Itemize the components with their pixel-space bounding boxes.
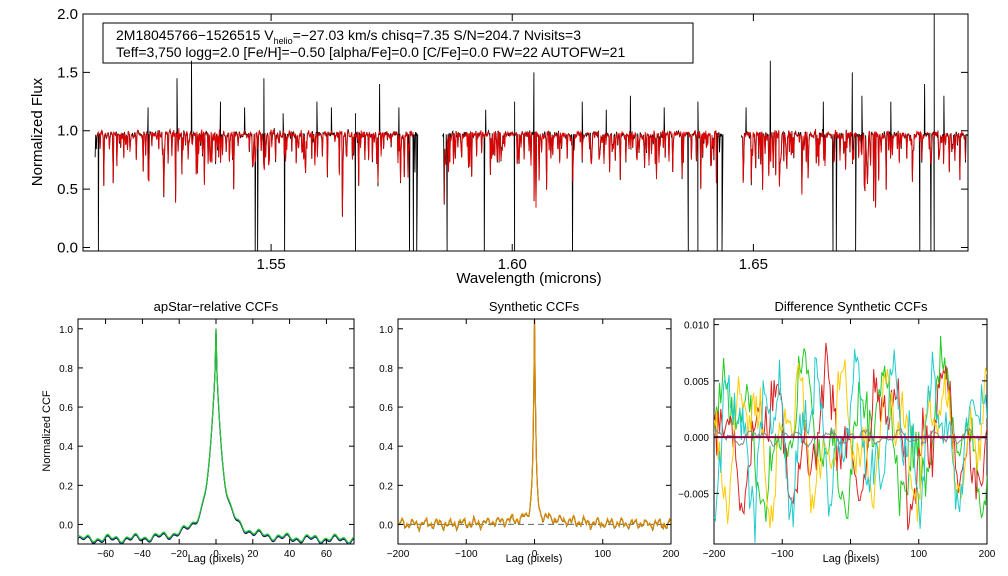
y-tick-label: 2.0 bbox=[57, 6, 78, 23]
apstar-ccf-visit-2 bbox=[78, 328, 354, 544]
difference-ccf-lines bbox=[714, 335, 987, 543]
axis-ticks-panel-1: −60 −40 −20 0 20 40 60 0.0 0.2 0.4 0.6 0.8 1.0 bbox=[59, 319, 354, 560]
y-tick-label: 0.2 bbox=[59, 481, 73, 492]
spectrum-xlabel: Wavelength (microns) bbox=[456, 270, 601, 287]
x-tick-label: 100 bbox=[594, 549, 611, 560]
x-tick-label: 20 bbox=[247, 549, 259, 560]
y-tick-label: 0.0 bbox=[59, 520, 73, 531]
x-tick-label: 60 bbox=[321, 549, 333, 560]
y-tick-label: −0.005 bbox=[678, 489, 709, 500]
y-tick-label: 0.6 bbox=[379, 403, 393, 414]
y-tick-label: 0.5 bbox=[57, 181, 78, 198]
x-tick-label: 200 bbox=[663, 549, 680, 560]
apstar-ccf-xlabel: Lag (pixels) bbox=[188, 553, 245, 565]
x-tick-label: 1.55 bbox=[256, 256, 285, 273]
spectrum-model-chip-0 bbox=[96, 128, 414, 216]
y-tick-label: 0.000 bbox=[684, 433, 709, 444]
apstar-ccf-ylabel: Normalized CCF bbox=[41, 390, 53, 472]
axis-ticks-panel-2: −200 −100 0 100 200 0.0 0.2 0.4 0.6 0.8 1.0 bbox=[379, 319, 680, 560]
x-tick-label: −100 bbox=[455, 549, 478, 560]
y-tick-label: 1.0 bbox=[57, 123, 78, 140]
y-tick-label: 1.0 bbox=[379, 325, 393, 336]
x-tick-label: 200 bbox=[979, 549, 996, 560]
x-tick-label: −100 bbox=[771, 549, 794, 560]
spectrum-panel: 2M18045766−1526515 Vhelio=−27.03 km/s ch… bbox=[29, 13, 969, 287]
apstar-ccf-lines bbox=[78, 328, 354, 544]
x-tick-label: −200 bbox=[703, 549, 726, 560]
y-tick-label: 0.010 bbox=[684, 321, 709, 332]
difference-ccf-title: Difference Synthetic CCFs bbox=[775, 299, 928, 314]
y-tick-label: 0.8 bbox=[379, 364, 393, 375]
x-tick-label: 1.60 bbox=[498, 256, 527, 273]
difference-ccf-diff-1 bbox=[714, 335, 987, 522]
apstar-ccf-visit-3 bbox=[78, 328, 354, 544]
spectrum-ylabel: Normalized Flux bbox=[29, 77, 46, 186]
axis-ticks-panel-3: −200 −100 0 100 200 −0.005 0.000 0.005 0.010 bbox=[678, 319, 996, 560]
y-tick-label: 0.0 bbox=[57, 239, 78, 256]
y-tick-label: 1.5 bbox=[57, 64, 78, 81]
y-tick-label: 0.2 bbox=[379, 481, 393, 492]
apstar-ccf-visit-1 bbox=[78, 328, 354, 544]
difference-ccf-xlabel: Lag (pixels) bbox=[823, 553, 880, 565]
spectrum-lines bbox=[94, 14, 968, 251]
x-tick-label: −200 bbox=[387, 549, 410, 560]
axis-ticks-panel-0: 1.55 1.60 1.65 0.0 0.5 1.0 1.5 2.0 bbox=[57, 6, 968, 273]
x-tick-label: 100 bbox=[910, 549, 927, 560]
y-tick-label: 0.005 bbox=[684, 377, 709, 388]
spectrum-model-chip-2 bbox=[742, 128, 966, 208]
apstar-ccf-panel: apStar−relative CCFs Lag (pixels) Normal… bbox=[41, 299, 355, 565]
y-tick-label: 0.4 bbox=[379, 442, 393, 453]
apstar-ccf-title: apStar−relative CCFs bbox=[154, 299, 279, 314]
x-tick-label: 0 bbox=[848, 549, 854, 560]
spectrum-observed-chip-1 bbox=[442, 72, 724, 251]
spectrum-model-chip-1 bbox=[443, 129, 720, 208]
synthetic-ccf-title: Synthetic CCFs bbox=[489, 299, 580, 314]
y-tick-label: 0.0 bbox=[379, 520, 393, 531]
info-line-1: 2M18045766−1526515 Vhelio=−27.03 km/s ch… bbox=[116, 27, 581, 46]
x-tick-label: −20 bbox=[171, 549, 188, 560]
synthetic-ccf-visit-3 bbox=[398, 319, 671, 533]
synthetic-ccf-xlabel: Lag (pixels) bbox=[506, 553, 563, 565]
y-tick-label: 1.0 bbox=[59, 325, 73, 336]
y-tick-label: 0.4 bbox=[59, 442, 73, 453]
synthetic-ccf-lines bbox=[398, 319, 671, 533]
x-tick-label: 1.65 bbox=[739, 256, 768, 273]
info-line-2: Teff=3,750 logg=2.0 [Fe/H]=−0.50 [alpha/… bbox=[116, 44, 625, 60]
x-tick-label: 0 bbox=[213, 549, 219, 560]
y-tick-label: 0.8 bbox=[59, 364, 73, 375]
x-tick-label: 0 bbox=[532, 549, 538, 560]
info-box bbox=[102, 22, 694, 64]
x-tick-label: −40 bbox=[134, 549, 151, 560]
spectrum-axes-frame bbox=[82, 13, 969, 252]
x-tick-label: −60 bbox=[97, 549, 114, 560]
x-tick-label: 40 bbox=[284, 549, 296, 560]
y-tick-label: 0.6 bbox=[59, 403, 73, 414]
